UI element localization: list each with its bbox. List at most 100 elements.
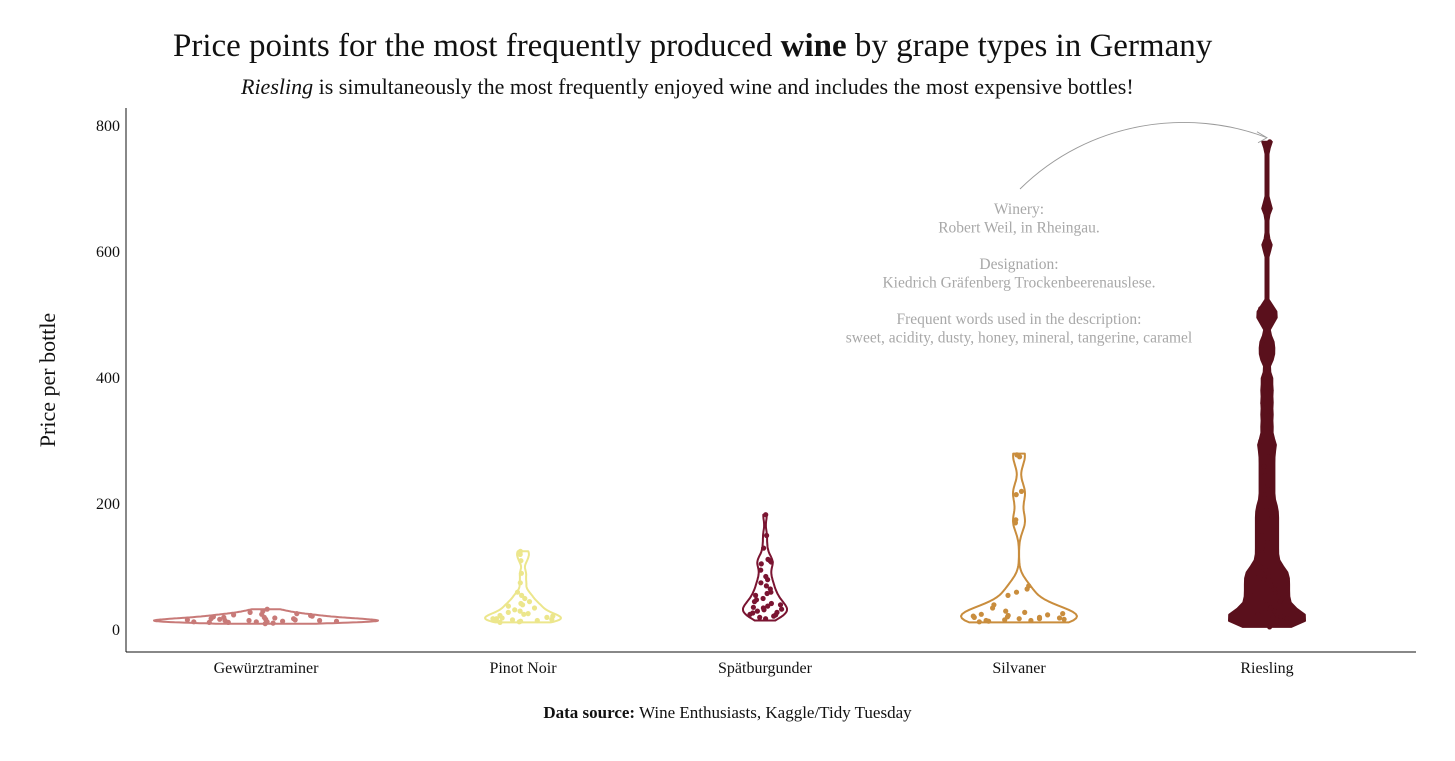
data-point — [1267, 243, 1273, 249]
data-point — [1248, 592, 1254, 599]
data-point — [231, 612, 237, 618]
data-point — [1267, 624, 1273, 630]
data-point — [1270, 501, 1277, 507]
data-point — [550, 613, 556, 619]
data-point — [526, 599, 533, 605]
data-point — [750, 604, 757, 610]
data-point — [1016, 616, 1022, 622]
violin-silvaner — [960, 452, 1078, 624]
data-point — [317, 617, 323, 624]
data-point — [246, 617, 252, 624]
data-point — [1269, 514, 1275, 520]
data-point — [757, 614, 763, 621]
data-point — [1261, 463, 1267, 469]
data-point — [1013, 492, 1019, 498]
data-point — [1267, 356, 1273, 362]
data-point — [1268, 558, 1274, 564]
data-point — [253, 619, 259, 625]
data-point — [333, 618, 340, 624]
data-point — [1265, 482, 1271, 488]
data-point — [1265, 413, 1271, 419]
data-point — [763, 512, 769, 518]
data-point — [1269, 312, 1275, 318]
data-point — [505, 603, 511, 609]
data-point — [779, 606, 785, 612]
data-point — [217, 616, 223, 622]
data-point — [191, 619, 197, 625]
data-point — [1274, 617, 1280, 624]
data-point — [1022, 609, 1028, 616]
data-point — [490, 616, 496, 622]
data-point — [1270, 526, 1276, 532]
data-point — [1268, 425, 1274, 431]
data-point — [763, 573, 769, 580]
data-point — [761, 545, 767, 551]
data-point — [1284, 616, 1290, 622]
data-point — [991, 602, 997, 608]
data-point — [758, 567, 764, 573]
x-tick-label: Silvaner — [992, 660, 1046, 677]
data-point — [970, 613, 976, 619]
data-point — [1264, 602, 1270, 608]
violin-gewürztraminer — [153, 608, 379, 625]
data-point — [753, 597, 760, 603]
data-point — [1262, 609, 1269, 616]
data-point — [247, 609, 253, 616]
violin-riesling — [1228, 140, 1306, 628]
data-point — [1260, 400, 1266, 406]
data-point — [1262, 473, 1268, 479]
data-point — [1258, 306, 1264, 312]
data-point — [1045, 612, 1051, 618]
data-point — [1262, 375, 1269, 381]
data-point — [1259, 347, 1265, 353]
data-point — [765, 603, 771, 609]
data-point — [518, 558, 524, 564]
data-point — [1264, 205, 1270, 211]
data-point — [517, 580, 523, 586]
data-point — [1268, 388, 1274, 394]
data-point — [1278, 613, 1284, 619]
violin-pinot noir — [484, 550, 562, 624]
data-point — [768, 600, 775, 607]
data-point — [221, 614, 227, 621]
data-point — [294, 611, 300, 617]
annotation-line: sweet, acidity, dusty, honey, mineral, t… — [846, 330, 1192, 347]
data-point — [1060, 611, 1066, 617]
y-tick-label: 600 — [96, 244, 120, 261]
data-point — [1259, 551, 1266, 558]
data-point — [1268, 605, 1274, 611]
data-point — [1013, 517, 1019, 523]
data-point — [1061, 616, 1067, 622]
data-point — [280, 618, 286, 624]
data-point — [184, 617, 190, 623]
data-point — [272, 615, 278, 621]
data-point — [1258, 564, 1264, 570]
data-point — [1261, 492, 1268, 498]
data-point — [534, 617, 540, 624]
annotation-arrow — [1019, 122, 1268, 190]
data-point — [765, 556, 771, 563]
data-point — [514, 589, 521, 595]
data-point — [1013, 589, 1020, 595]
data-point — [1268, 583, 1274, 589]
data-point — [1265, 318, 1271, 324]
annotation-arrowhead — [1256, 131, 1268, 144]
data-point — [763, 583, 770, 589]
data-point — [983, 617, 989, 624]
data-point — [754, 608, 761, 614]
data-point — [1259, 532, 1265, 539]
x-tick-label: Spätburgunder — [718, 660, 813, 677]
y-tick-label: 800 — [96, 118, 120, 135]
data-point — [976, 619, 982, 625]
data-point — [1272, 580, 1278, 586]
data-point — [497, 612, 503, 619]
data-point — [260, 608, 266, 614]
y-tick-label: 400 — [96, 370, 120, 387]
data-point — [1259, 619, 1266, 626]
data-point — [270, 620, 276, 626]
annotation-line: Kiedrich Gräfenberg Trockenbeerenauslese… — [882, 275, 1155, 292]
data-point — [1005, 592, 1011, 599]
data-point — [519, 592, 525, 599]
data-point — [1270, 614, 1276, 621]
